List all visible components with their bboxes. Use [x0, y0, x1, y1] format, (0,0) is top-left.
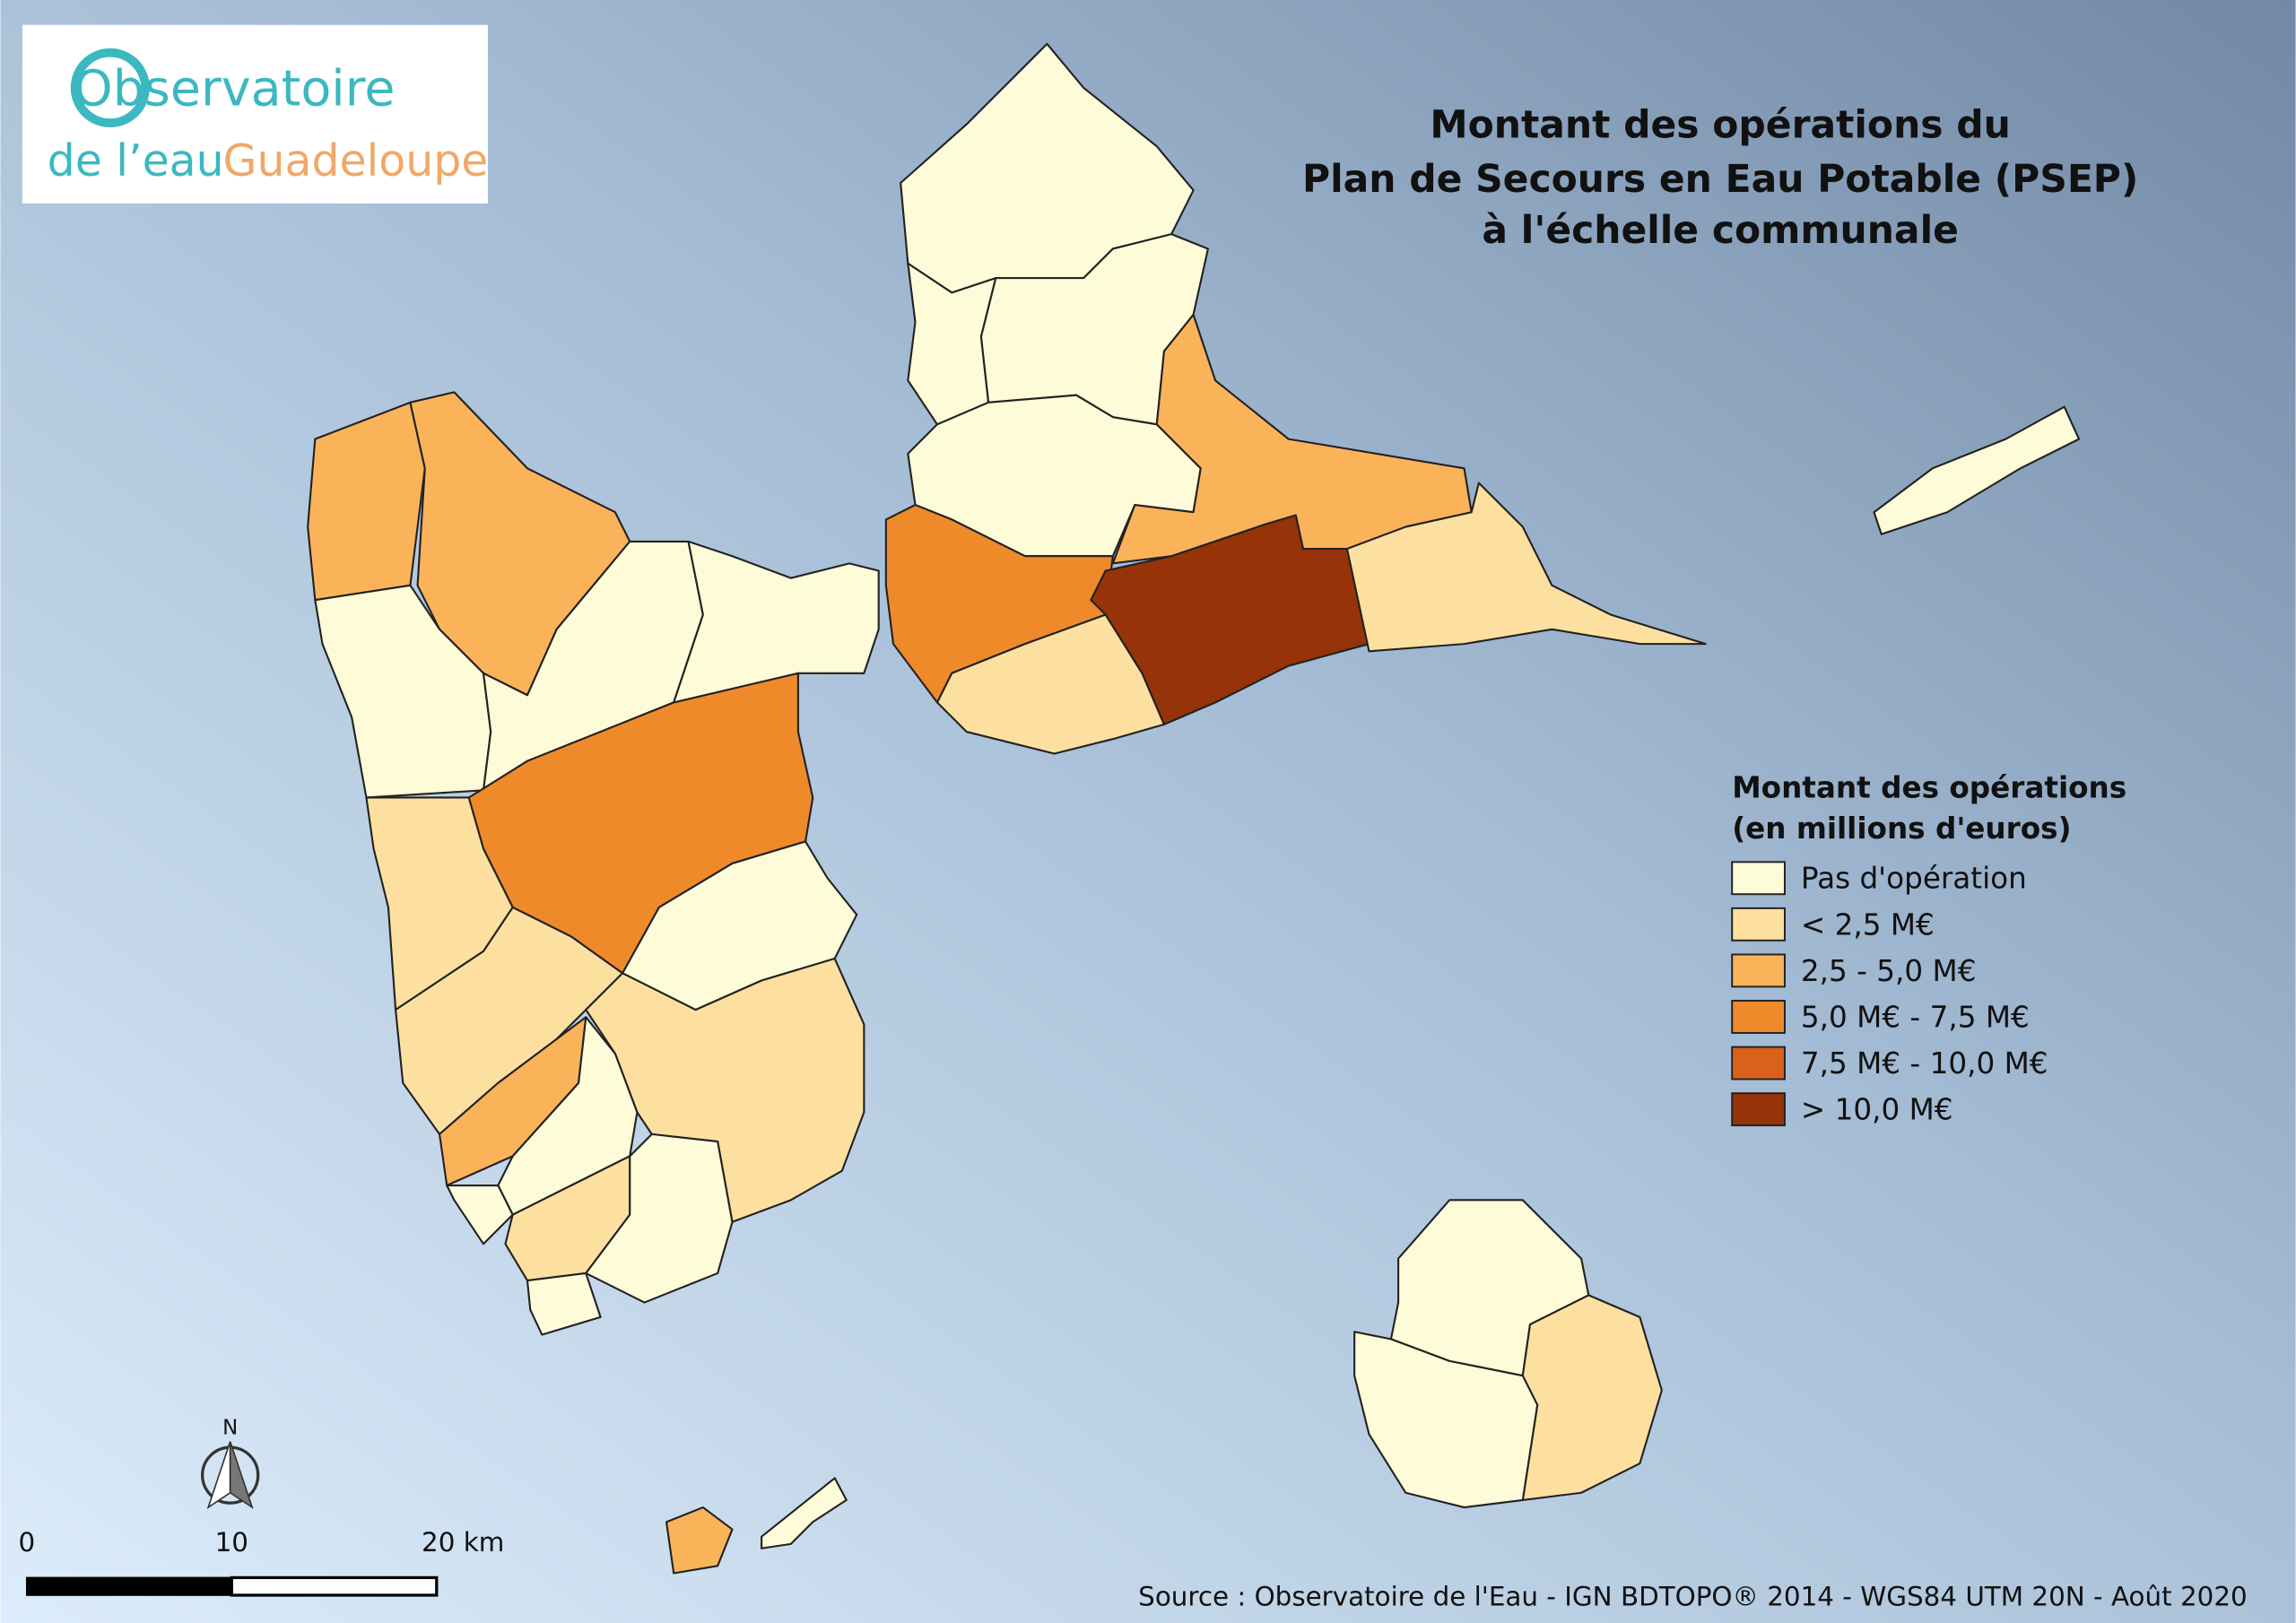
- logo-line1: Observatoire: [74, 60, 395, 118]
- title-line: Montant des opérations du: [1430, 103, 2010, 147]
- la-desirade: [1873, 405, 2081, 535]
- legend-title: Montant des opérations: [1732, 770, 2126, 804]
- commune: [526, 1271, 602, 1336]
- legend-swatch: [1731, 907, 1786, 942]
- scale-label: 10: [215, 1527, 248, 1558]
- legend-title: (en millions d'euros): [1732, 812, 2071, 846]
- north-arrow: N: [201, 1416, 260, 1510]
- logo-line2a: de l’eau: [48, 135, 224, 187]
- north-half: [229, 1441, 254, 1510]
- legend-swatch: [1731, 1092, 1786, 1127]
- scale-bar: 0 10 20 km: [18, 1527, 504, 1597]
- scale-segment: [25, 1576, 233, 1596]
- marie-galante: [1353, 1199, 1663, 1509]
- legend-label: 2,5 - 5,0 M€: [1801, 954, 1977, 988]
- logo-icon: [70, 48, 150, 127]
- scale-label: 20 km: [422, 1527, 504, 1558]
- north-label: N: [222, 1416, 238, 1439]
- commune: [673, 540, 880, 704]
- title-line: Plan de Secours en Eau Potable (PSEP): [1302, 158, 2138, 202]
- legend: Montant des opérations (en millions d'eu…: [1731, 770, 2126, 1127]
- title: Montant des opérations du Plan de Secour…: [1302, 103, 2138, 253]
- title-line: à l'échelle communale: [1482, 209, 1958, 253]
- commune: [1353, 1331, 1539, 1509]
- commune: [585, 1133, 734, 1304]
- legend-label: < 2,5 M€: [1801, 907, 1935, 942]
- grande-terre: [884, 42, 1707, 755]
- commune: [1090, 514, 1370, 725]
- logo-line2b: Guadeloupe: [223, 135, 489, 187]
- les-saintes: [665, 1477, 848, 1575]
- legend-swatch: [1731, 861, 1786, 896]
- logo: Observatoire de l’eau Guadeloupe: [22, 24, 489, 204]
- scale-segment: [230, 1575, 439, 1597]
- legend-swatch: [1731, 1046, 1786, 1081]
- scale-label: 0: [18, 1527, 35, 1558]
- legend-swatch: [1731, 1000, 1786, 1034]
- legend-label: 7,5 M€ - 10,0 M€: [1801, 1046, 2048, 1081]
- commune: [761, 1477, 848, 1549]
- legend-label: 5,0 M€ - 7,5 M€: [1801, 1000, 2030, 1034]
- commune: [665, 1506, 734, 1575]
- commune: [446, 1184, 514, 1245]
- commune: [1521, 1294, 1663, 1501]
- basse-terre: [307, 391, 880, 1336]
- source: Source : Observatoire de l'Eau - IGN BDT…: [1138, 1581, 2248, 1611]
- legend-label: > 10,0 M€: [1801, 1093, 1953, 1127]
- legend-swatch: [1731, 953, 1786, 988]
- commune: [1345, 482, 1707, 653]
- legend-label: Pas d'opération: [1801, 862, 2027, 896]
